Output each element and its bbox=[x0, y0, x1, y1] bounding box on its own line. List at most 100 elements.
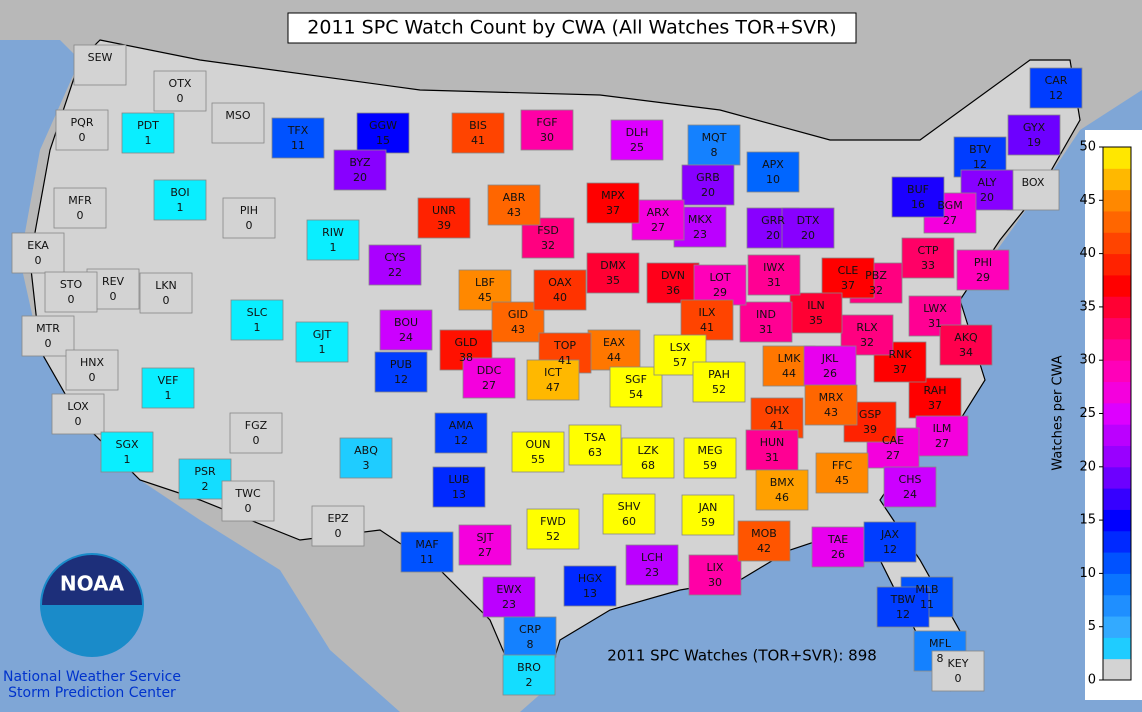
cwa-area bbox=[586, 252, 640, 294]
cwa-area bbox=[747, 254, 801, 296]
cwa-area bbox=[610, 119, 664, 161]
cwa-count: 2 bbox=[202, 480, 209, 493]
cwa-id: IWX bbox=[763, 261, 785, 274]
colorbar-swatch bbox=[1103, 488, 1131, 510]
cwa-id: ABQ bbox=[354, 444, 378, 457]
cwa-count: 60 bbox=[622, 515, 636, 528]
cwa-count: 55 bbox=[531, 453, 545, 466]
colorbar-tick-label: 15 bbox=[1079, 513, 1096, 528]
cwa-id: BUF bbox=[907, 183, 929, 196]
cwa-area bbox=[333, 149, 387, 191]
colorbar-swatch bbox=[1103, 445, 1131, 468]
colorbar-swatch bbox=[1103, 616, 1131, 638]
cwa-area bbox=[153, 70, 207, 112]
cwa-id: JAX bbox=[880, 528, 900, 541]
cwa-count: 40 bbox=[553, 291, 567, 304]
cwa-count: 33 bbox=[921, 259, 935, 272]
cwa-id: TFX bbox=[287, 124, 309, 137]
cwa-count: 27 bbox=[478, 546, 492, 559]
cwa-id: ARX bbox=[647, 206, 670, 219]
cwa-id: SEW bbox=[88, 51, 113, 64]
cwa-count: 22 bbox=[388, 266, 402, 279]
cwa-count: 12 bbox=[454, 434, 468, 447]
cwa-count: 37 bbox=[841, 279, 855, 292]
cwa-area bbox=[821, 257, 875, 299]
cwa-id: OHX bbox=[765, 404, 790, 417]
colorbar-swatch bbox=[1103, 232, 1131, 255]
cwa-id: ILN bbox=[807, 299, 825, 312]
cwa-id: BIS bbox=[469, 119, 487, 132]
cwa-id: DDC bbox=[477, 364, 502, 377]
cwa-id: BYZ bbox=[349, 156, 371, 169]
cwa-id: LWX bbox=[923, 302, 947, 315]
cwa-count: 35 bbox=[606, 274, 620, 287]
cwa-area bbox=[1006, 169, 1060, 211]
cwa-id: GRB bbox=[696, 171, 720, 184]
cwa-id: MLB bbox=[915, 583, 938, 596]
colorbar-swatch bbox=[1103, 402, 1131, 425]
cwa-area bbox=[44, 271, 98, 313]
cwa-id: GLD bbox=[454, 336, 477, 349]
cwa-id: AKQ bbox=[954, 331, 978, 344]
cwa-count: 59 bbox=[703, 459, 717, 472]
agency-line: National Weather Service bbox=[3, 669, 181, 685]
cwa-count: 39 bbox=[863, 423, 877, 436]
cwa-area bbox=[434, 412, 488, 454]
cwa-area bbox=[625, 544, 679, 586]
colorbar-tick-label: 50 bbox=[1079, 140, 1096, 155]
colorbar-swatch bbox=[1103, 168, 1131, 191]
cwa-area bbox=[876, 586, 930, 628]
cwa-id: LMK bbox=[778, 352, 802, 365]
cwa-id: FWD bbox=[540, 515, 566, 528]
cwa-area bbox=[931, 650, 985, 692]
cwa-id: SGF bbox=[625, 373, 647, 386]
cwa-area bbox=[222, 197, 276, 239]
cwa-area bbox=[693, 264, 747, 306]
cwa-id: UNR bbox=[432, 204, 456, 217]
agency-line: Storm Prediction Center bbox=[8, 685, 176, 701]
cwa-area bbox=[915, 415, 969, 457]
cwa-id: CTP bbox=[917, 244, 938, 257]
colorbar-swatch bbox=[1103, 210, 1131, 233]
colorbar-swatch bbox=[1103, 424, 1131, 446]
cwa-id: IND bbox=[756, 308, 776, 321]
cwa-area bbox=[737, 520, 791, 562]
cwa-area bbox=[568, 424, 622, 466]
colorbar-label: Watches per CWA bbox=[1051, 355, 1066, 470]
cwa-count: 8 bbox=[527, 638, 534, 651]
cwa-area bbox=[11, 232, 65, 274]
cwa-id: CAR bbox=[1045, 74, 1068, 87]
cwa-count: 26 bbox=[831, 548, 845, 561]
cwa-id: BOU bbox=[394, 316, 418, 329]
cwa-id: RLX bbox=[856, 321, 878, 334]
cwa-count: 0 bbox=[35, 254, 42, 267]
cwa-id: BGM bbox=[937, 199, 962, 212]
cwa-area bbox=[339, 437, 393, 479]
cwa-count: 45 bbox=[478, 291, 492, 304]
cwa-id: MQT bbox=[702, 131, 727, 144]
cwa-count: 44 bbox=[782, 367, 796, 380]
cwa-id: BOI bbox=[170, 186, 189, 199]
cwa-id: PQR bbox=[71, 116, 94, 129]
cwa-count: 23 bbox=[645, 566, 659, 579]
colorbar-swatch bbox=[1103, 466, 1131, 489]
cwa-area bbox=[863, 521, 917, 563]
colorbar-tick-label: 45 bbox=[1079, 193, 1096, 208]
cwa-id: LCH bbox=[641, 551, 663, 564]
cwa-count: 23 bbox=[693, 228, 707, 241]
cwa-id: MPX bbox=[601, 189, 625, 202]
cwa-count: 39 bbox=[437, 219, 451, 232]
cwa-count: 13 bbox=[583, 587, 597, 600]
cwa-id: MAF bbox=[415, 538, 438, 551]
cwa-area bbox=[908, 377, 962, 419]
cwa-count: 42 bbox=[757, 542, 771, 555]
cwa-id: TSA bbox=[583, 431, 606, 444]
cwa-id: GID bbox=[508, 308, 528, 321]
cwa-id: SLC bbox=[247, 306, 268, 319]
cwa-id: ICT bbox=[544, 366, 562, 379]
cwa-count: 47 bbox=[546, 381, 560, 394]
cwa-count: 0 bbox=[89, 371, 96, 384]
cwa-count: 12 bbox=[973, 158, 987, 171]
cwa-area bbox=[681, 164, 735, 206]
